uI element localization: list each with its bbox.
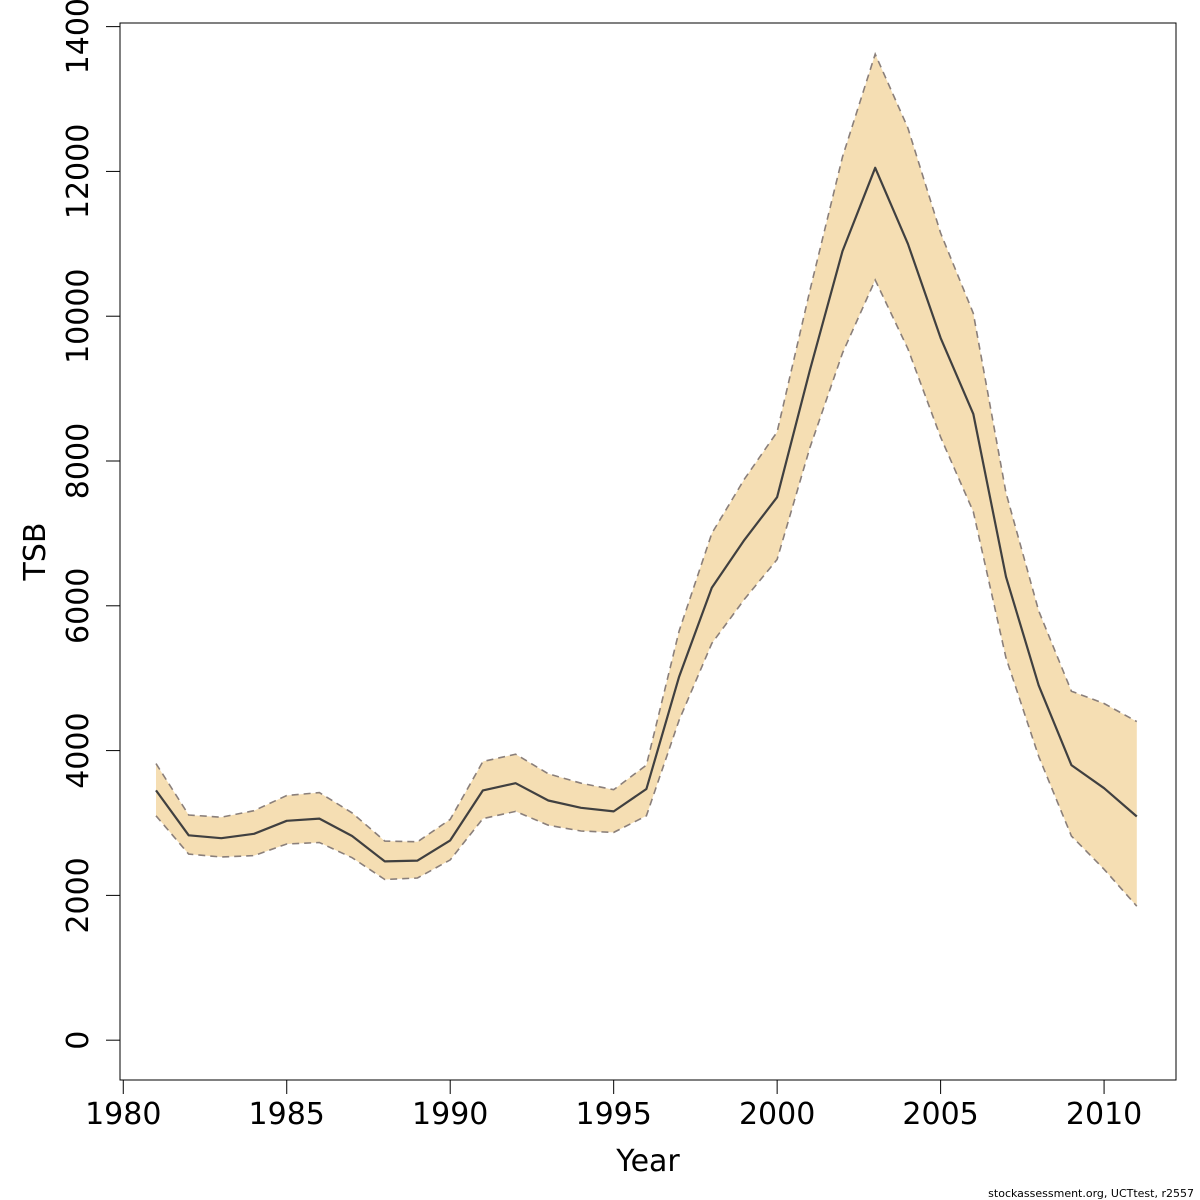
y-axis: 0 2000 4000 6000 8000 10000 12000 14000 xyxy=(61,0,121,1050)
x-axis: 1980 1985 1990 1995 2000 2005 2010 xyxy=(85,1079,1142,1132)
estimate-line-layer xyxy=(155,51,1138,907)
confidence-band-layer xyxy=(156,54,1137,907)
footer-credit: stockassessment.org, UCTtest, r2557 xyxy=(988,1187,1194,1200)
y-tick-label: 12000 xyxy=(61,124,96,219)
x-axis-title: Year xyxy=(615,1144,680,1179)
estimate-line xyxy=(155,166,1138,863)
x-tick-label: 1995 xyxy=(575,1097,651,1132)
x-tick-label: 1985 xyxy=(249,1097,325,1132)
y-tick-label: 8000 xyxy=(61,423,96,499)
y-tick-label: 6000 xyxy=(61,568,96,644)
x-tick-label: 2010 xyxy=(1066,1097,1142,1132)
y-tick-label: 14000 xyxy=(61,0,96,74)
upper-bound-line xyxy=(155,51,1138,843)
x-tick-label: 1980 xyxy=(85,1097,161,1132)
lower-bound-line xyxy=(155,278,1138,907)
x-tick-label: 1990 xyxy=(412,1097,488,1132)
y-tick-label: 4000 xyxy=(61,712,96,788)
x-tick-label: 2000 xyxy=(739,1097,815,1132)
y-axis-title: TSB xyxy=(18,523,53,582)
y-tick-label: 10000 xyxy=(61,268,96,363)
y-tick-label: 2000 xyxy=(61,857,96,933)
x-tick-label: 2005 xyxy=(902,1097,978,1132)
confidence-band xyxy=(156,54,1137,907)
y-tick-label: 0 xyxy=(61,1031,96,1050)
